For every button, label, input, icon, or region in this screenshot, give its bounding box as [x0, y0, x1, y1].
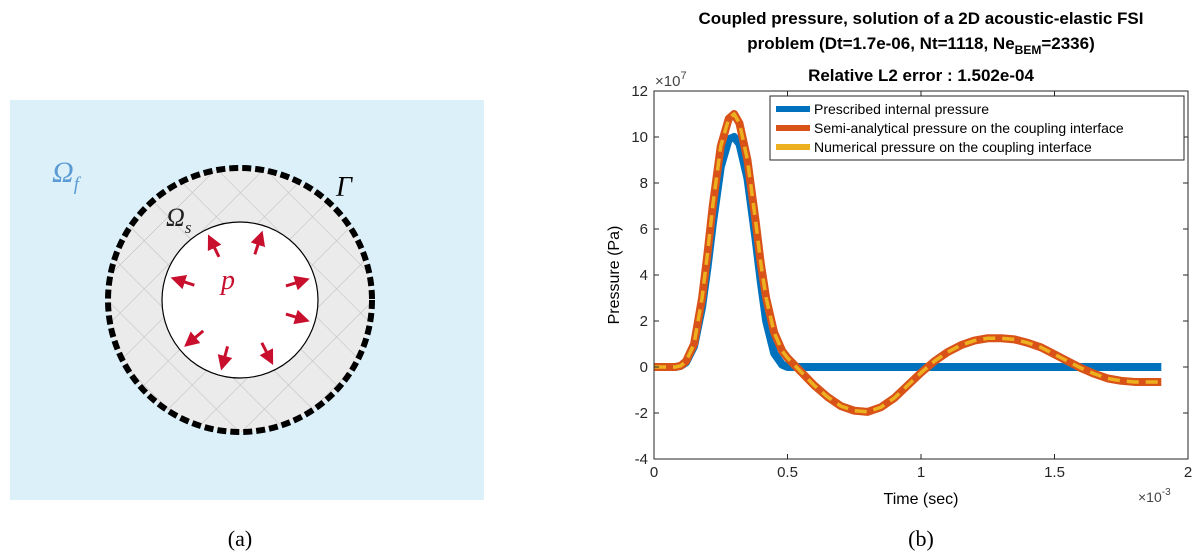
series-lines — [654, 110, 1162, 416]
chart-legend: Prescribed internal pressure Semi-analyti… — [769, 95, 1185, 161]
pressure-arrow — [217, 345, 233, 371]
legend-entry: Numerical pressure on the coupling inter… — [814, 139, 1092, 155]
pressure-arrow — [207, 234, 222, 258]
series-line-3 — [654, 112, 1162, 414]
x-tick-label: 0 — [650, 464, 658, 481]
pressure-arrow — [184, 329, 205, 347]
x-tick-label: 1.5 — [1044, 464, 1065, 481]
solid-domain-label: Ωs — [166, 203, 192, 237]
y-axis-label: Pressure (Pa) — [606, 226, 623, 325]
chart-title-line2-sub: BEM — [1015, 43, 1042, 57]
x-tick-label: 1 — [917, 464, 925, 481]
y-tick-label: 6 — [640, 221, 648, 238]
legend-entry: Prescribed internal pressure — [814, 101, 989, 117]
y-exponent-power: 7 — [680, 70, 686, 82]
panel-b-pressure-chart: Coupled pressure, solution of a 2D acous… — [606, 9, 1192, 551]
x-axis-label: Time (sec) — [884, 491, 959, 508]
x-axis-ticks: 0 0.5 1 1.5 2 — [650, 91, 1192, 481]
series-line-1 — [654, 133, 1162, 371]
pressure-arrow — [285, 309, 310, 325]
caption-a: (a) — [228, 526, 252, 551]
y-tick-label: 8 — [640, 175, 648, 192]
x-exponent: ×10-3 — [1138, 487, 1171, 505]
chart-subtitle: Relative L2 error : 1.502e-04 — [808, 66, 1034, 85]
chart-title-line2: problem (Dt=1.7e-06, Nt=1118, NeBEM=2336… — [747, 34, 1095, 57]
pressure-arrows — [170, 230, 310, 371]
fluid-domain-label-sub: f — [74, 174, 82, 195]
y-axis-ticks: -4 -2 0 2 4 6 8 10 12 — [631, 83, 1188, 468]
caption-b: (b) — [908, 526, 934, 551]
y-tick-label: 0 — [640, 359, 648, 376]
chart-title-line2-post: =2336) — [1041, 34, 1094, 53]
inner-cavity — [161, 221, 319, 379]
legend-box — [769, 95, 1185, 161]
x-tick-label: 2 — [1184, 464, 1192, 481]
coupling-interface-boundary — [105, 165, 375, 435]
interface-label: Γ — [335, 172, 353, 203]
y-tick-label: -4 — [635, 451, 648, 468]
y-tick-label: 2 — [640, 313, 648, 330]
y-tick-label: -2 — [635, 405, 648, 422]
pressure-label: p — [219, 265, 235, 296]
pressure-arrow — [285, 275, 310, 291]
chart-title-line1: Coupled pressure, solution of a 2D acous… — [699, 9, 1144, 28]
panel-a-domain-diagram: Ωf Ωs Γ p (a) — [10, 100, 484, 551]
pressure-arrow — [250, 230, 266, 255]
legend-entry: Semi-analytical pressure on the coupling… — [814, 120, 1124, 136]
y-tick-label: 12 — [631, 83, 648, 100]
x-exponent-power: -3 — [1162, 487, 1171, 498]
pressure-arrow — [170, 274, 195, 290]
y-tick-label: 4 — [640, 267, 648, 284]
x-tick-label: 0.5 — [777, 464, 798, 481]
chart-title-line2-pre: problem (Dt=1.7e-06, Nt=1118, Ne — [747, 34, 1014, 53]
solid-domain-label-sub: s — [185, 218, 192, 237]
y-exponent: ×107 — [655, 70, 687, 90]
pressure-arrow — [259, 342, 274, 366]
y-tick-label: 10 — [631, 129, 648, 146]
fluid-domain-label: Ωf — [52, 156, 82, 195]
